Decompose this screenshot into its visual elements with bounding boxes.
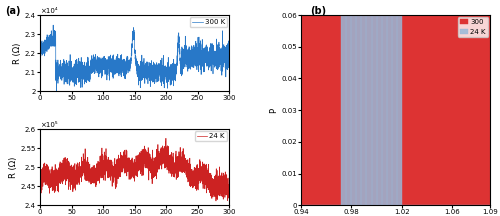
- Bar: [396, 0, 402, 205]
- Legend: 300 K: 300 K: [190, 17, 227, 27]
- Bar: [326, 0, 331, 205]
- Bar: [392, 0, 396, 205]
- Bar: [457, 0, 462, 205]
- Bar: [362, 0, 366, 205]
- Bar: [488, 0, 492, 205]
- Bar: [336, 0, 342, 205]
- Bar: [407, 0, 412, 205]
- Bar: [372, 0, 376, 205]
- Bar: [396, 0, 402, 205]
- Bar: [386, 0, 392, 205]
- Bar: [437, 0, 442, 205]
- Bar: [482, 0, 488, 205]
- Legend: 300, 24 K: 300, 24 K: [458, 17, 488, 37]
- Y-axis label: R (Ω): R (Ω): [8, 157, 18, 178]
- Bar: [382, 0, 386, 205]
- Text: ×10⁵: ×10⁵: [40, 122, 58, 128]
- Y-axis label: P: P: [269, 108, 278, 113]
- Bar: [342, 0, 346, 205]
- Bar: [311, 0, 316, 205]
- Bar: [301, 0, 306, 205]
- Bar: [376, 0, 382, 205]
- Bar: [432, 0, 437, 205]
- Bar: [372, 0, 376, 205]
- Legend: 24 K: 24 K: [195, 131, 227, 141]
- Text: (a): (a): [5, 6, 20, 16]
- Bar: [392, 0, 396, 205]
- Bar: [442, 0, 447, 205]
- Bar: [462, 0, 468, 205]
- Bar: [316, 0, 321, 205]
- Bar: [366, 0, 372, 205]
- Bar: [346, 0, 352, 205]
- Bar: [452, 0, 457, 205]
- Bar: [366, 0, 372, 205]
- Bar: [386, 0, 392, 205]
- Bar: [402, 0, 407, 205]
- Bar: [306, 0, 311, 205]
- Bar: [352, 0, 356, 205]
- Y-axis label: R (Ω): R (Ω): [13, 43, 22, 64]
- Bar: [422, 0, 427, 205]
- Bar: [342, 0, 346, 205]
- Bar: [417, 0, 422, 205]
- Bar: [382, 0, 386, 205]
- Bar: [331, 0, 336, 205]
- Bar: [468, 0, 472, 205]
- Bar: [447, 0, 452, 205]
- Bar: [472, 0, 478, 205]
- Bar: [352, 0, 356, 205]
- Bar: [412, 0, 417, 205]
- Bar: [376, 0, 382, 205]
- Bar: [356, 0, 362, 205]
- Bar: [321, 0, 326, 205]
- Bar: [356, 0, 362, 205]
- Bar: [346, 0, 352, 205]
- Text: (b): (b): [310, 6, 326, 16]
- Bar: [478, 0, 482, 205]
- Bar: [362, 0, 366, 205]
- Text: ×10⁴: ×10⁴: [40, 8, 58, 14]
- Bar: [427, 0, 432, 205]
